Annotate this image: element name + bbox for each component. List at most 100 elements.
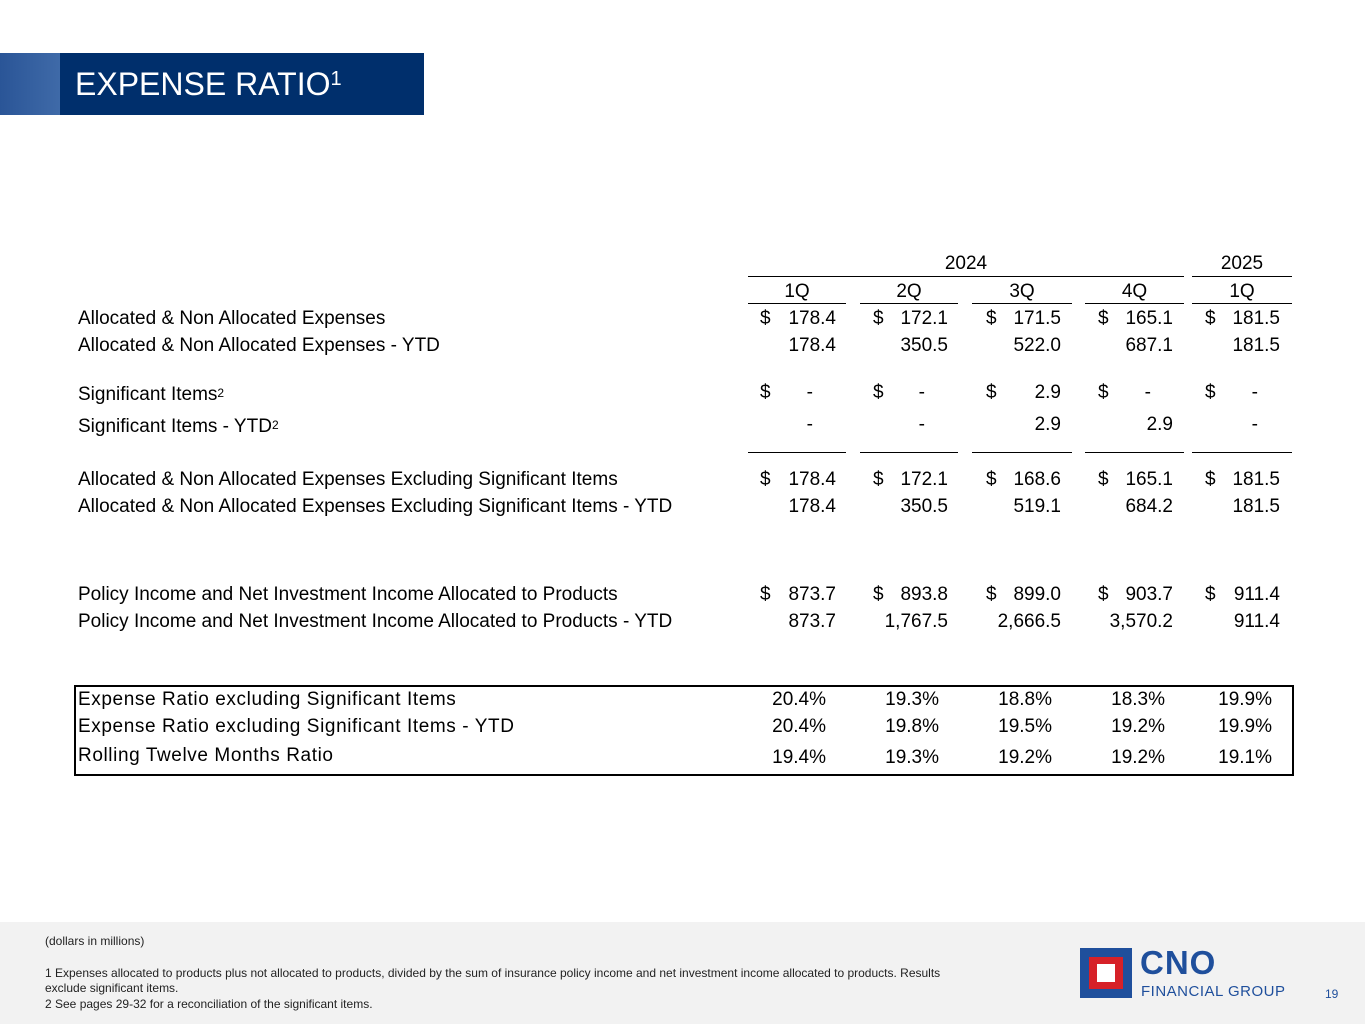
row-label-allocated-expenses: Allocated & Non Allocated Expenses	[78, 308, 386, 329]
quarter-rule	[1085, 303, 1184, 304]
row-label-expenses-excluding-significant-items: Allocated & Non Allocated Expenses Exclu…	[78, 469, 618, 490]
value-cell: 172.1	[900, 308, 948, 329]
row-label-significant-items-ytd: Significant Items - YTD2	[78, 416, 279, 438]
value-cell: -	[1251, 414, 1258, 435]
currency-symbol: $	[873, 469, 884, 490]
value-cell: 181.5	[1232, 496, 1280, 517]
currency-symbol: $	[1205, 469, 1216, 490]
quarter-header-2024-2q: 2Q	[896, 281, 922, 302]
value-cell: 181.5	[1232, 469, 1280, 490]
currency-symbol: $	[986, 382, 997, 403]
currency-symbol: $	[873, 584, 884, 605]
value-cell: -	[1144, 382, 1151, 403]
currency-symbol: $	[873, 308, 884, 329]
currency-symbol: $	[1205, 382, 1216, 403]
value-cell: 687.1	[1125, 335, 1173, 356]
page-number: 19	[1325, 987, 1339, 1001]
quarter-header-2025-1q: 1Q	[1229, 281, 1255, 302]
quarter-rule	[748, 303, 846, 304]
currency-symbol: $	[760, 584, 771, 605]
row-label-expenses-excluding-significant-items-ytd: Allocated & Non Allocated Expenses Exclu…	[78, 496, 673, 517]
ratio-cell: 19.3%	[885, 747, 939, 768]
cno-logo-icon	[1080, 948, 1132, 998]
value-cell: -	[1251, 382, 1258, 403]
ratio-cell: 19.9%	[1218, 716, 1272, 737]
page-title-text: EXPENSE RATIO	[75, 66, 331, 102]
value-cell: 181.5	[1232, 308, 1280, 329]
ratio-cell: 18.3%	[1111, 689, 1165, 710]
ratio-cell: 19.1%	[1218, 747, 1272, 768]
row-label-text: Significant Items - YTD	[78, 416, 272, 437]
currency-symbol: $	[760, 308, 771, 329]
row-label-expense-ratio-ytd: Expense Ratio excluding Significant Item…	[78, 716, 515, 737]
year-2025-header: 2025	[1220, 253, 1264, 274]
footnote-ref: 2	[271, 418, 279, 432]
footnote-1: 1 Expenses allocated to products plus no…	[45, 966, 941, 980]
value-cell: 873.7	[788, 584, 836, 605]
value-cell: 178.4	[788, 469, 836, 490]
row-label-policy-income-ytd: Policy Income and Net Investment Income …	[78, 611, 673, 632]
row-label-text: Significant Items	[78, 384, 218, 405]
ratio-cell: 19.8%	[885, 716, 939, 737]
value-cell: 178.4	[788, 308, 836, 329]
value-cell: 168.6	[1013, 469, 1061, 490]
ratio-cell: 18.8%	[998, 689, 1052, 710]
quarter-rule	[1192, 303, 1292, 304]
row-label-policy-income: Policy Income and Net Investment Income …	[78, 584, 618, 605]
value-cell: 2,666.5	[997, 611, 1061, 632]
subtotal-rule	[748, 452, 846, 453]
value-cell: 350.5	[900, 496, 948, 517]
value-cell: 165.1	[1125, 308, 1173, 329]
currency-symbol: $	[1098, 584, 1109, 605]
value-cell: 2.9	[1034, 382, 1061, 403]
ratio-cell: 19.4%	[772, 747, 826, 768]
value-cell: -	[918, 382, 925, 403]
footnote-ref: 2	[217, 386, 225, 400]
subtotal-rule	[1085, 452, 1184, 453]
value-cell: -	[918, 414, 925, 435]
footnote-1-continued: exclude significant items.	[45, 981, 179, 995]
value-cell: 178.4	[788, 496, 836, 517]
title-banner	[60, 53, 424, 115]
value-cell: 3,570.2	[1109, 611, 1173, 632]
value-cell: 181.5	[1232, 335, 1280, 356]
currency-symbol: $	[873, 382, 884, 403]
value-cell: 684.2	[1125, 496, 1173, 517]
quarter-header-2024-1q: 1Q	[784, 281, 810, 302]
value-cell: 178.4	[788, 335, 836, 356]
row-label-rolling-twelve-months-ratio: Rolling Twelve Months Ratio	[78, 745, 334, 766]
value-cell: 899.0	[1013, 584, 1061, 605]
ratio-cell: 20.4%	[772, 689, 826, 710]
ratio-cell: 19.2%	[1111, 747, 1165, 768]
currency-symbol: $	[1205, 308, 1216, 329]
currency-symbol: $	[1098, 308, 1109, 329]
value-cell: 2.9	[1146, 414, 1173, 435]
value-cell: 172.1	[900, 469, 948, 490]
quarter-header-2024-4q: 4Q	[1121, 281, 1148, 302]
title-footnote-ref: 1	[330, 68, 342, 90]
value-cell: 165.1	[1125, 469, 1173, 490]
footnote-2: 2 See pages 29-32 for a reconciliation o…	[45, 997, 373, 1011]
currency-symbol: $	[1098, 469, 1109, 490]
row-label-expense-ratio: Expense Ratio excluding Significant Item…	[78, 689, 457, 710]
currency-symbol: $	[1205, 584, 1216, 605]
value-cell: 519.1	[1013, 496, 1061, 517]
value-cell: 903.7	[1125, 584, 1173, 605]
value-cell: 893.8	[900, 584, 948, 605]
subtotal-rule	[972, 452, 1072, 453]
ratio-cell: 19.3%	[885, 689, 939, 710]
row-label-allocated-expenses-ytd: Allocated & Non Allocated Expenses - YTD	[78, 335, 440, 356]
currency-symbol: $	[760, 469, 771, 490]
ratio-cell: 20.4%	[772, 716, 826, 737]
ratio-cell: 19.5%	[998, 716, 1052, 737]
currency-symbol: $	[986, 308, 997, 329]
value-cell: 873.7	[788, 611, 836, 632]
ratio-cell: 19.2%	[1111, 716, 1165, 737]
year-2024-header: 2024	[944, 253, 988, 274]
page-title: EXPENSE RATIO1	[75, 66, 342, 103]
currency-symbol: $	[760, 382, 771, 403]
footer-band	[0, 922, 1365, 1024]
quarter-header-2024-3q: 3Q	[1009, 281, 1035, 302]
value-cell: -	[806, 382, 813, 403]
year-2024-rule	[748, 276, 1184, 277]
